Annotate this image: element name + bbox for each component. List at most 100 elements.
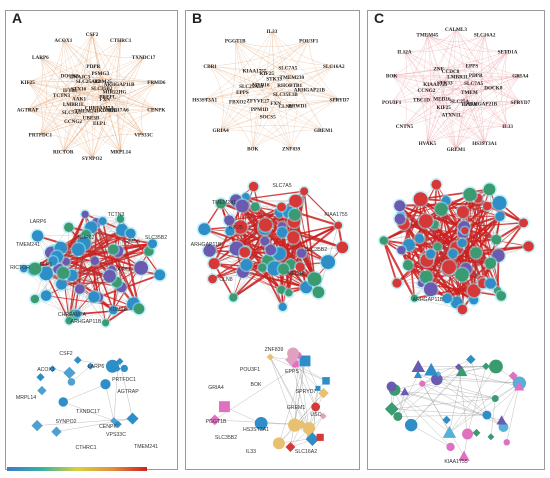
- gene-node: [482, 410, 492, 420]
- ring-edge: [73, 104, 93, 159]
- gene-label: ARHGAP21B: [294, 87, 326, 93]
- gene-label: CALML3: [445, 27, 467, 33]
- ring-edge: [235, 40, 288, 68]
- gene-node: [265, 244, 277, 256]
- gene-node: [435, 370, 442, 377]
- ring-edge: [426, 90, 428, 144]
- ring-edge: [63, 40, 93, 159]
- ring-edge: [27, 103, 74, 110]
- gene-label: ZFYVE27: [247, 99, 270, 105]
- ring-edge: [107, 82, 157, 111]
- ring-edge: [237, 89, 310, 102]
- ring-edge: [404, 51, 428, 144]
- gene-label: CENPK: [147, 108, 165, 114]
- ring-edge: [251, 30, 273, 87]
- gene-node: [519, 218, 529, 228]
- gene-node: [503, 439, 510, 446]
- ring-edge: [78, 81, 104, 90]
- sparse-edges: [391, 359, 520, 457]
- ring-edge: [93, 66, 144, 135]
- ring-edge: [235, 40, 252, 87]
- ring-edge: [427, 34, 439, 69]
- cluster-edge: [426, 276, 484, 284]
- gene-node: [457, 238, 467, 248]
- gene-node: [209, 414, 221, 426]
- node-label: ARHGAP11B: [71, 319, 102, 325]
- ring-edge: [421, 84, 436, 100]
- gene-label: KIAA1755: [423, 82, 447, 88]
- gene-label: SPRYD7: [510, 100, 530, 106]
- ring-edge: [204, 89, 310, 100]
- gene-node: [277, 285, 286, 294]
- ring-edge: [391, 87, 494, 103]
- ring-edge: [27, 76, 81, 110]
- ring-edge: [427, 34, 521, 76]
- gene-node: [419, 214, 433, 228]
- ring-edge: [63, 82, 157, 152]
- ring-edge: [271, 30, 275, 79]
- ring-edge: [220, 129, 292, 149]
- ring-edge: [235, 40, 292, 149]
- ring-edge: [287, 67, 290, 86]
- ring-edge: [457, 76, 485, 144]
- ring-edge: [441, 87, 494, 99]
- gene-label: CCDC8: [442, 69, 460, 75]
- ring-edge: [266, 30, 273, 74]
- ring-edge: [455, 28, 494, 88]
- ring-edge: [235, 40, 309, 47]
- ring-edge: [252, 89, 310, 149]
- gene-node: [154, 269, 166, 281]
- gene-label: RBM25: [94, 79, 112, 85]
- gene-label: EPPS: [236, 90, 249, 96]
- ring-edge: [285, 106, 324, 131]
- ring-edge: [27, 57, 144, 110]
- node-label: KIAA1755: [444, 459, 467, 465]
- gene-node: [225, 226, 235, 236]
- ring-edge: [287, 67, 292, 78]
- ring-edge: [451, 114, 457, 150]
- cluster-edge: [77, 260, 95, 314]
- ring-edge: [210, 65, 298, 106]
- ring-edge: [404, 102, 521, 127]
- ring-edge: [91, 33, 102, 89]
- gene-label: LMBR1L: [63, 102, 85, 108]
- gene-node: [203, 244, 216, 257]
- node-label: SYNPO2: [55, 419, 76, 425]
- sparse-edge: [506, 383, 520, 443]
- ring-edge: [427, 71, 451, 144]
- gene-node: [318, 387, 329, 399]
- ring-edge: [27, 82, 93, 159]
- ring-edge: [266, 73, 292, 149]
- gene-sparse-network: ZNF839 POU3F1 EPPS GRIA4 SPRYD7 BOK GREM1 USO PG…: [205, 347, 330, 455]
- panel-label: C: [374, 10, 385, 26]
- gene-node: [321, 255, 336, 270]
- sparse-edge: [270, 356, 295, 426]
- node-label: GREM1: [287, 405, 306, 411]
- sparse-edge: [391, 373, 439, 410]
- gene-label: CCNG2: [64, 119, 82, 125]
- ring-edge: [285, 65, 334, 107]
- ring-edge: [63, 39, 144, 58]
- sparse-edges: [37, 359, 133, 432]
- sparse-edge: [397, 366, 459, 417]
- sparse-edge: [417, 374, 496, 399]
- ring-edge: [391, 75, 474, 84]
- gene-label: MED16: [252, 82, 270, 88]
- cluster-nodes: [196, 180, 350, 313]
- node-label: CSF2: [59, 351, 72, 357]
- gene-node: [272, 437, 285, 450]
- gene-node: [234, 220, 248, 234]
- gene-node: [456, 206, 469, 218]
- gene-label: PDPR: [86, 64, 100, 70]
- ring-edge: [93, 65, 157, 110]
- node-label: GRIA4: [208, 385, 224, 391]
- gene-node: [258, 218, 273, 232]
- gene-label: SETD1A: [498, 49, 518, 55]
- ring-edge: [40, 57, 80, 99]
- ring-edge: [242, 78, 275, 93]
- ring-edge: [210, 65, 255, 71]
- sparse-edge: [113, 368, 118, 421]
- gene-node: [402, 260, 413, 271]
- gene-node: [258, 263, 267, 272]
- node-label: MED16: [287, 271, 304, 277]
